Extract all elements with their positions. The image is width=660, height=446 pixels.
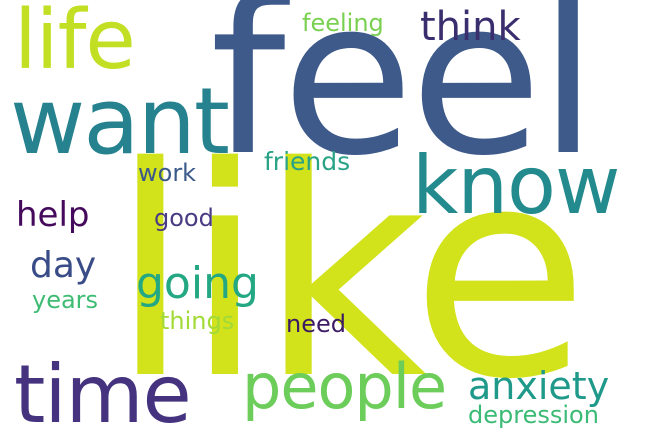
word-people: people xyxy=(242,350,447,423)
word-depression: depression xyxy=(468,401,599,429)
word-time: time xyxy=(14,348,192,441)
word-need: need xyxy=(286,310,346,338)
word-years: years xyxy=(32,286,99,314)
word-life: life xyxy=(14,0,136,88)
word-friends: friends xyxy=(264,147,351,176)
word-think: think xyxy=(420,4,521,50)
word-feeling: feeling xyxy=(302,9,384,37)
word-feel: feel xyxy=(210,0,598,203)
word-anxiety: anxiety xyxy=(468,364,610,408)
word-want: want xyxy=(10,68,230,175)
word-help: help xyxy=(16,195,90,235)
word-know: know xyxy=(412,139,620,232)
word-things: things xyxy=(160,307,235,335)
word-good: good xyxy=(154,204,214,232)
word-day: day xyxy=(30,245,97,286)
word-work: work xyxy=(138,159,197,187)
word-going: going xyxy=(136,258,259,309)
word-like: like xyxy=(110,106,589,443)
